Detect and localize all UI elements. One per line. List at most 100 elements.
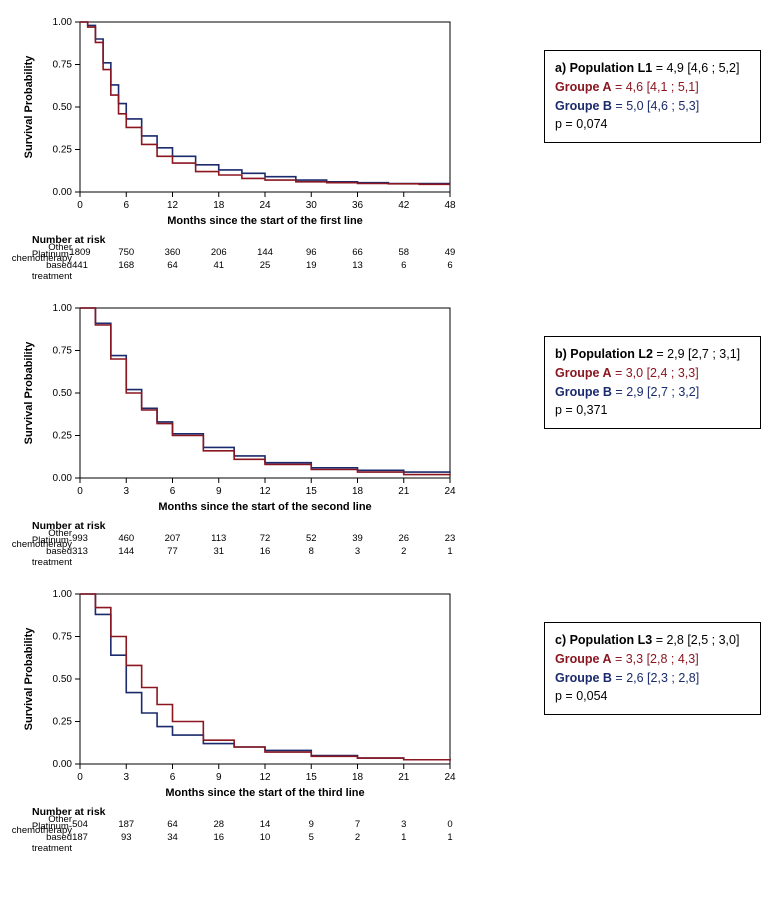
risk-table-a: Number at riskOther chemotherapy18097503… [10,234,529,272]
svg-text:9: 9 [216,486,222,497]
stats-groupe-a-line: Groupe A = 3,3 [2,8 ; 4,3] [555,650,750,669]
svg-text:Survival Probability: Survival Probability [23,341,35,445]
stats-pop-line: a) Population L1 = 4,9 [4,6 ; 5,2] [555,59,750,78]
svg-text:42: 42 [398,200,410,211]
stats-pop-line: b) Population L2 = 2,9 [2,7 ; 3,1] [555,345,750,364]
svg-text:1.00: 1.00 [53,589,73,600]
svg-text:9: 9 [216,772,222,783]
stats-box-a: a) Population L1 = 4,9 [4,6 ; 5,2]Groupe… [544,50,761,143]
svg-text:24: 24 [444,486,456,497]
risk-header: Number at risk [32,806,529,818]
risk-cell: 41 [197,260,241,271]
stats-pop-line: c) Population L3 = 2,8 [2,5 ; 3,0] [555,631,750,650]
svg-text:Months since the start of the: Months since the start of the third line [165,787,364,799]
svg-text:0.50: 0.50 [53,674,73,685]
chart-column: 0.000.250.500.751.000612182430364248Surv… [10,10,529,272]
svg-text:12: 12 [259,772,271,783]
series-a-curve [80,308,450,475]
panels-container: 0.000.250.500.751.000612182430364248Surv… [10,10,761,844]
svg-text:6: 6 [170,486,176,497]
stats-groupe-b-line: Groupe B = 2,6 [2,3 ; 2,8] [555,669,750,688]
risk-cell: 77 [151,546,195,557]
series-a-curve [80,22,450,184]
risk-header: Number at risk [32,234,529,246]
risk-cell: 9 [289,819,333,830]
risk-cell: 207 [151,533,195,544]
risk-cell: 64 [151,819,195,830]
series-b-curve [80,594,450,761]
risk-cell: 93 [104,832,148,843]
svg-text:Survival Probability: Survival Probability [23,627,35,731]
chart-column: 0.000.250.500.751.0003691215182124Surviv… [10,582,529,844]
stats-box-b: b) Population L2 = 2,9 [2,7 ; 3,1] Groupe… [544,336,761,429]
risk-cell: 313 [58,546,102,557]
risk-row: Other chemotherapy1809750360206144966658… [10,246,460,259]
risk-cell: 19 [289,260,333,271]
series-b-curve [80,308,450,473]
risk-row: Platinum-based treatment187933416105211 [10,831,460,844]
svg-text:0.25: 0.25 [53,145,73,156]
risk-row: Other chemotherapy9934602071137252392623 [10,532,460,545]
risk-row: Platinum-based treatment3131447731168321 [10,545,460,558]
risk-row: Other chemotherapy5041876428149730 [10,818,460,831]
risk-cell: 39 [336,533,380,544]
svg-text:Months since the start of the: Months since the start of the first line [167,215,363,227]
svg-text:6: 6 [123,200,129,211]
series-b-curve [80,22,450,184]
risk-cell: 750 [104,247,148,258]
risk-cell: 1 [428,546,472,557]
svg-text:12: 12 [167,200,179,211]
stats-column: a) Population L1 = 4,9 [4,6 ; 5,2]Groupe… [544,50,761,143]
svg-text:Months since the start of the: Months since the start of the second lin… [158,501,371,513]
svg-text:21: 21 [398,772,410,783]
stats-pvalue-line: p = 0,054 [555,687,750,706]
risk-cell: 0 [428,819,472,830]
svg-text:1.00: 1.00 [53,303,73,314]
risk-cell: 16 [243,546,287,557]
svg-text:Survival Probability: Survival Probability [23,55,35,159]
risk-cell: 64 [151,260,195,271]
svg-text:0.75: 0.75 [53,60,73,71]
risk-cell: 49 [428,247,472,258]
svg-text:0.25: 0.25 [53,717,73,728]
stats-column: c) Population L3 = 2,8 [2,5 ; 3,0]Groupe… [544,622,761,715]
stats-groupe-b-line: Groupe B = 5,0 [4,6 ; 5,3] [555,97,750,116]
risk-cell: 23 [428,533,472,544]
risk-cell: 34 [151,832,195,843]
risk-cell: 10 [243,832,287,843]
stats-pop-label: c) Population L3 [555,633,652,647]
svg-text:21: 21 [398,486,410,497]
panel-a: 0.000.250.500.751.000612182430364248Surv… [10,10,761,272]
svg-text:18: 18 [352,772,364,783]
svg-text:3: 3 [123,772,129,783]
svg-text:0.50: 0.50 [53,388,73,399]
risk-cell: 25 [243,260,287,271]
svg-text:0: 0 [77,486,83,497]
stats-groupe-a-line: Groupe A = 4,6 [4,1 ; 5,1] [555,78,750,97]
risk-cell: 66 [336,247,380,258]
stats-column: b) Population L2 = 2,9 [2,7 ; 3,1] Groupe… [544,336,761,429]
risk-table-b: Number at riskOther chemotherapy99346020… [10,520,529,558]
stats-groupe-b-line: Groupe B = 2,9 [2,7 ; 3,2] [555,383,750,402]
risk-cell: 1 [428,832,472,843]
svg-text:30: 30 [306,200,318,211]
risk-cell: 26 [382,533,426,544]
risk-cell: 72 [243,533,287,544]
chart-column: 0.000.250.500.751.0003691215182124Surviv… [10,296,529,558]
risk-table-c: Number at riskOther chemotherapy50418764… [10,806,529,844]
risk-cell: 3 [382,819,426,830]
svg-text:24: 24 [444,772,456,783]
km-chart-b: 0.000.250.500.751.0003691215182124Surviv… [10,296,460,518]
risk-cell: 6 [382,260,426,271]
svg-text:12: 12 [259,486,271,497]
risk-cell: 8 [289,546,333,557]
risk-header: Number at risk [32,520,529,532]
stats-pop-label: a) Population L1 [555,61,652,75]
stats-pvalue-line: p = 0,371 [555,401,750,420]
risk-cell: 31 [197,546,241,557]
svg-text:0.75: 0.75 [53,346,73,357]
svg-text:0.50: 0.50 [53,102,73,113]
risk-cell: 58 [382,247,426,258]
km-chart-c: 0.000.250.500.751.0003691215182124Surviv… [10,582,460,804]
risk-cell: 13 [336,260,380,271]
